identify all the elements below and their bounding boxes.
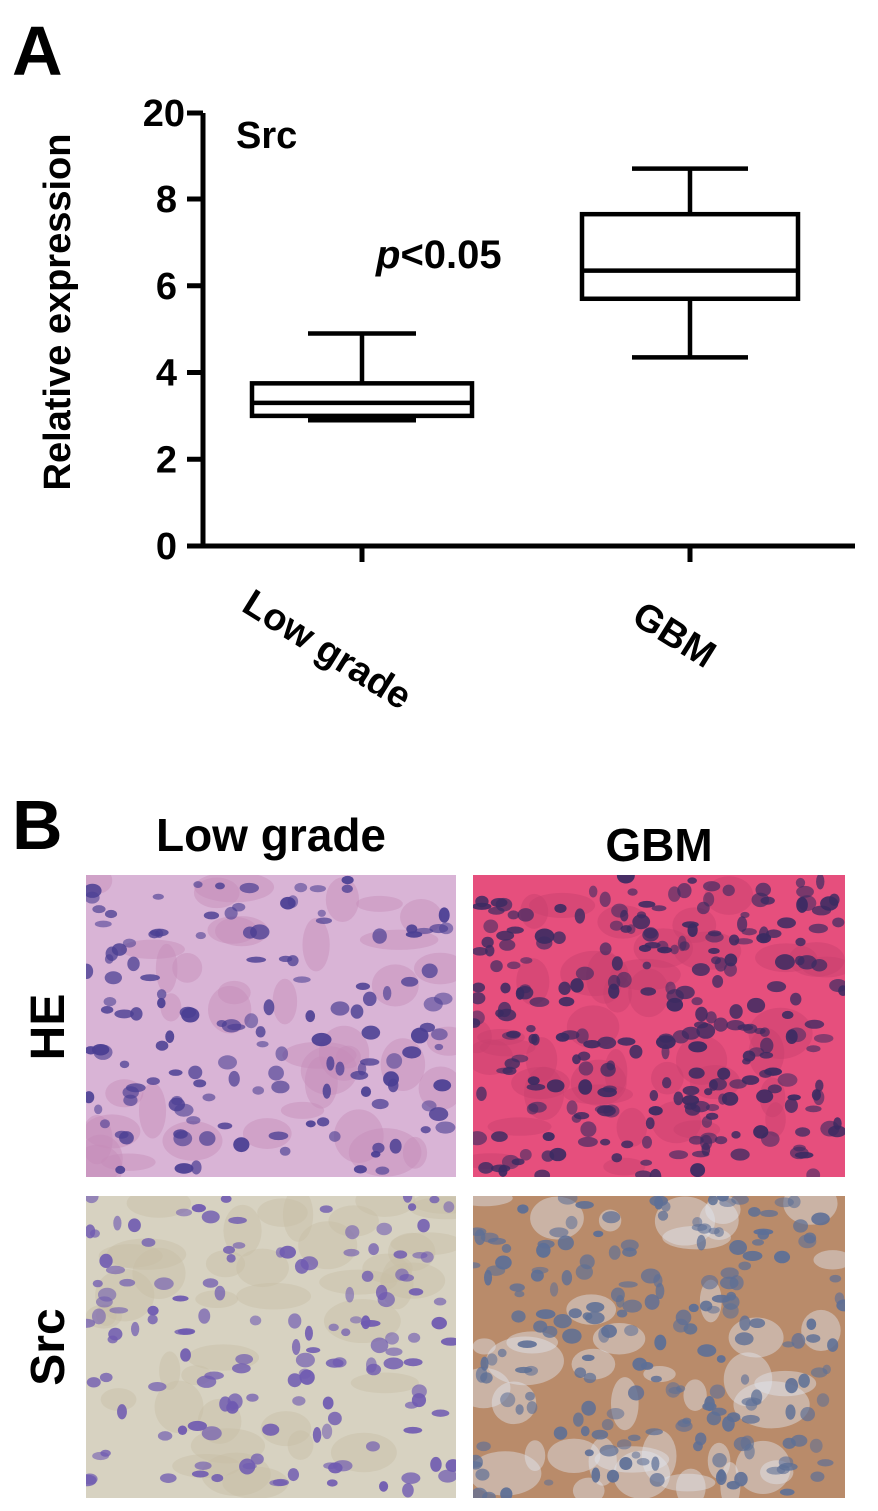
box-0 [249,331,475,423]
significance-annotation: p<0.05 [375,233,502,277]
panel-b-letter: B [12,786,63,864]
micrograph-texture [473,1196,845,1498]
y-tick-label-top: 20 [143,93,185,135]
y-tick-label-6: 6 [156,266,177,308]
panel-a-letter: A [12,12,63,90]
y-axis-label: Relative expression [37,134,79,491]
micrograph-texture [473,875,845,1177]
col-header-gbm: GBM [605,819,713,871]
box-rect-1 [579,211,801,302]
box-rect-0 [249,381,475,419]
col-header-low-grade: Low grade [155,809,387,861]
micrograph-src-low-grade [86,1196,456,1498]
micrograph-texture [86,875,456,1177]
chart-boxes [249,166,801,423]
row-header-he: HE [22,993,75,1061]
y-tick-label-0: 0 [156,526,177,568]
y-tick-label-2: 2 [156,439,177,481]
chart-labels: 0 2 4 6 8 20 Relative expression Low grade GBM Sr… [37,93,723,718]
y-tick-label-4: 4 [156,353,177,395]
chart-axes [187,110,855,562]
box-plot-chart: 0 2 4 6 8 20 Relative expression Low grade GBM Sr… [37,93,855,718]
y-tick-label-8: 8 [156,179,177,221]
micrograph-he-low-grade [86,875,456,1177]
x-category-label-1: GBM [625,594,722,677]
box-1 [579,166,801,360]
row-header-src: Src [22,1308,75,1386]
micrograph-he-gbm [473,875,845,1177]
x-category-label-0: Low grade [235,582,418,718]
micrograph-texture [86,1196,456,1498]
micrograph-src-gbm [473,1196,845,1498]
chart-annotation-label: Src [236,115,297,157]
